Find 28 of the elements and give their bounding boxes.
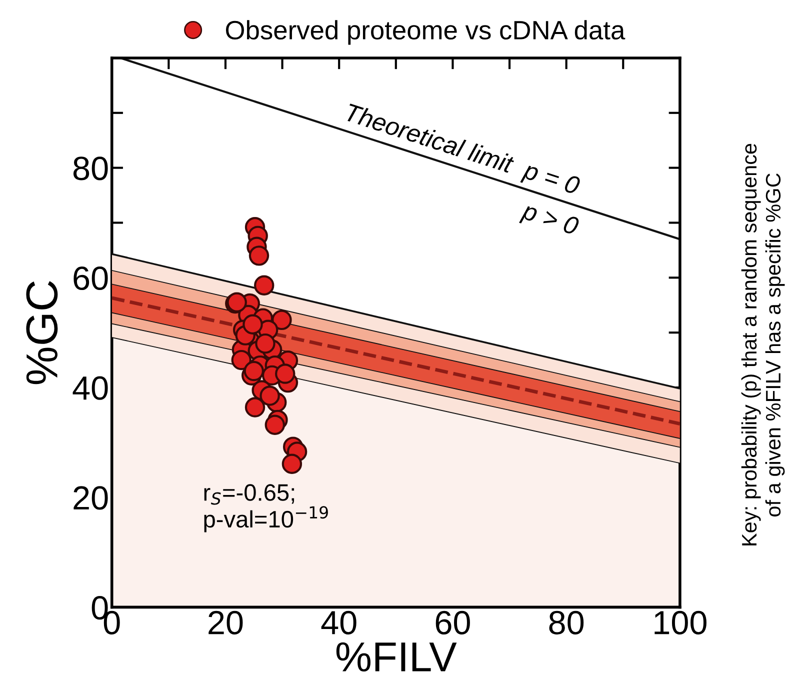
x-axis-title: %FILV: [336, 642, 457, 672]
x-tick-label: 40: [321, 610, 356, 634]
point: [244, 397, 266, 418]
x-tick-label: 80: [549, 610, 584, 634]
annotation: r$_{S}$=-0.65;: [204, 484, 294, 505]
point: [282, 454, 302, 474]
y-tick-label: 20: [74, 486, 108, 510]
x-tick-label: 100: [654, 610, 706, 634]
x-tick-label: 20: [208, 610, 243, 634]
point: [231, 350, 252, 370]
point: [275, 364, 296, 384]
point: [248, 246, 270, 266]
y-tick-label: 80: [73, 156, 108, 180]
point: [244, 360, 264, 382]
point: [255, 333, 276, 354]
point: [272, 310, 292, 330]
y-tick-label: 40: [72, 376, 108, 400]
text: Key: probability (p) that a random sequence of a given %FILV has a specific %GC: [741, 144, 785, 546]
x-tick-label: 60: [436, 610, 470, 634]
y-axis-title: %GC: [26, 281, 58, 384]
legend-label: Observed proteome vs cDNA data: [226, 20, 626, 45]
annotation: p-val=10$^{−19}$: [204, 506, 328, 532]
point: [254, 275, 274, 296]
point: [242, 314, 263, 334]
annotation: p > 0: [519, 201, 580, 240]
point: [260, 386, 280, 406]
y-tick-label: 60: [74, 266, 108, 290]
point: [264, 414, 285, 435]
